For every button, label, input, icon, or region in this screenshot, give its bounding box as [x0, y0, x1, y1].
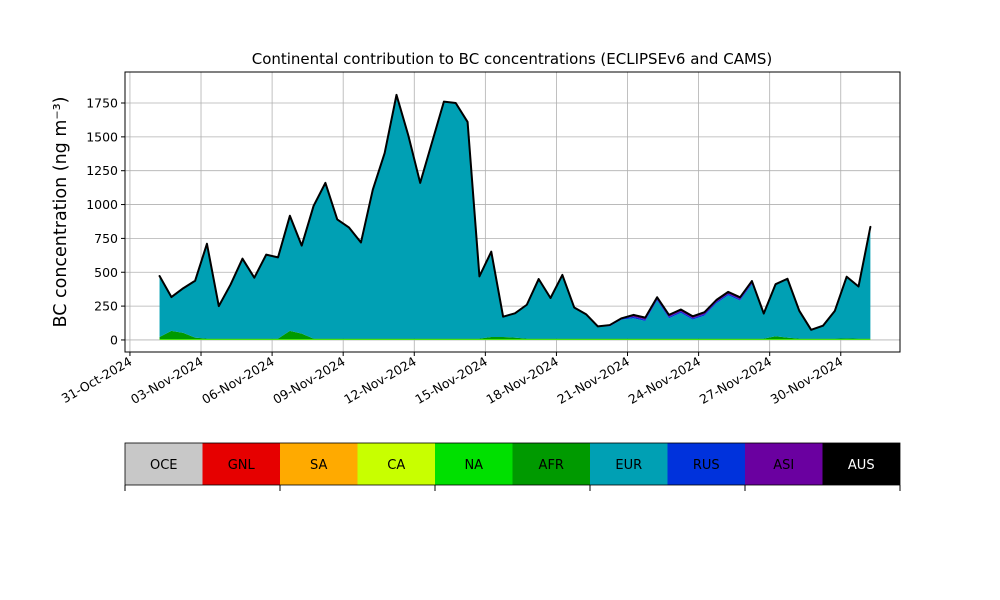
x-tick-label: 24-Nov-2024	[626, 354, 704, 407]
x-tick-label: 27-Nov-2024	[697, 354, 775, 407]
y-tick-label: 250	[94, 299, 118, 314]
legend-label: RUS	[693, 458, 720, 473]
y-tick-label: 0	[110, 332, 118, 347]
x-tick-label: 06-Nov-2024	[199, 354, 277, 407]
y-tick-label: 750	[94, 231, 118, 246]
legend-frame	[124, 442, 901, 486]
chart-title: Continental contribution to BC concentra…	[252, 50, 773, 68]
x-tick-label: 12-Nov-2024	[341, 354, 419, 407]
legend-label: ASI	[773, 458, 794, 473]
y-tick-label: 1500	[86, 129, 118, 144]
y-tick-label: 1750	[86, 96, 118, 111]
x-tick-label: 31-Oct-2024	[59, 354, 135, 406]
y-tick-label: 1000	[86, 197, 118, 212]
x-tick-label: 15-Nov-2024	[412, 354, 490, 407]
legend-label: GNL	[228, 458, 256, 473]
legend-swatch	[512, 443, 590, 485]
legend-swatch	[822, 443, 900, 485]
legend-label: OCE	[150, 458, 178, 473]
legend-swatch	[202, 443, 280, 485]
legend-label: NA	[464, 458, 483, 473]
legend-swatch	[357, 443, 435, 485]
legend-swatch	[590, 443, 668, 485]
colorbar-legend: OCE GNL SA CA NA AFR EUR RUS ASI AUS	[124, 442, 901, 491]
legend-swatch	[745, 443, 823, 485]
x-tick-label: 03-Nov-2024	[128, 354, 206, 407]
area	[158, 93, 872, 331]
legend-label: SA	[310, 458, 327, 473]
area	[159, 94, 871, 339]
y-tick-label: 1250	[86, 163, 118, 178]
x-tick-label: 21-Nov-2024	[555, 354, 633, 407]
legend-swatch	[435, 443, 513, 485]
x-tick-label: 30-Nov-2024	[768, 354, 846, 407]
y-axis-label: BC concentration (ng m⁻³)	[51, 97, 71, 328]
areas	[158, 93, 872, 340]
legend-swatch	[125, 443, 203, 485]
area	[159, 339, 871, 340]
legend-swatch	[280, 443, 358, 485]
legend-label: AUS	[848, 458, 875, 473]
x-tick-label: 09-Nov-2024	[270, 354, 348, 407]
legend-label: CA	[387, 458, 405, 473]
area	[159, 330, 871, 339]
legend-swatch	[667, 443, 745, 485]
y-tick-label: 500	[94, 265, 118, 280]
legend-label: AFR	[539, 458, 564, 473]
x-tick-label: 18-Nov-2024	[483, 354, 561, 407]
legend-label: EUR	[615, 458, 642, 473]
plot-frame	[124, 71, 901, 353]
